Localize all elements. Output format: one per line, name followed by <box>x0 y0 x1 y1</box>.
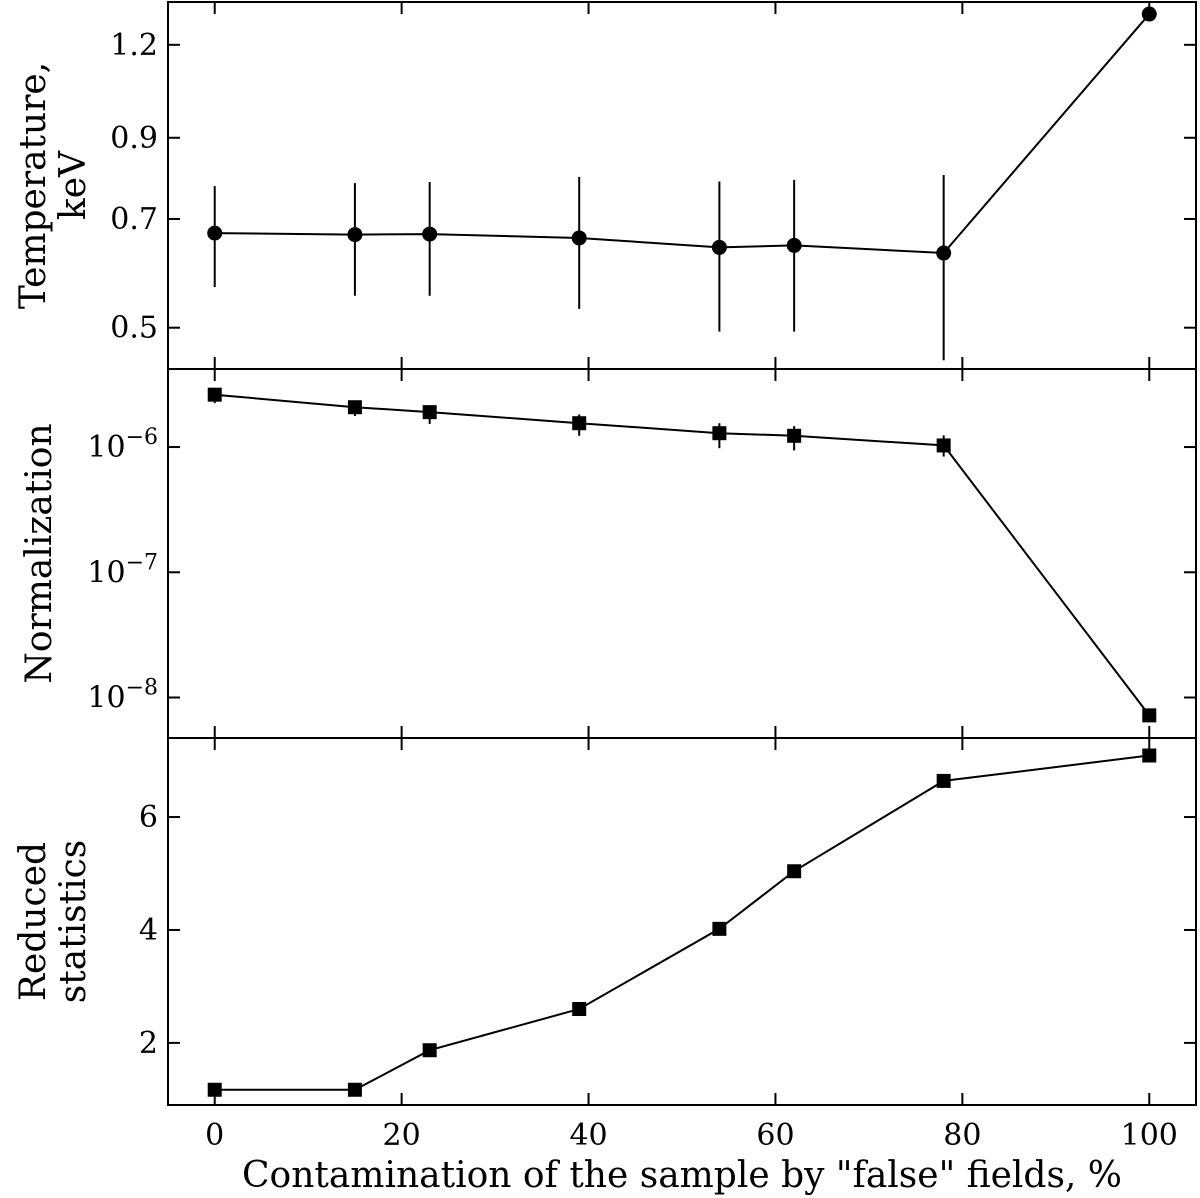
x-tick-label: 0 <box>205 1118 224 1153</box>
data-point <box>1141 6 1157 22</box>
data-point <box>207 1082 222 1097</box>
series-line <box>214 393 1151 717</box>
panel-frame <box>167 1 1197 370</box>
y-tick-label: 1.2 <box>110 28 158 63</box>
y-axis-label: keV <box>53 150 94 220</box>
data-point <box>422 226 438 242</box>
data-point <box>422 405 437 420</box>
y-tick-label: 10−6 <box>87 425 158 465</box>
x-axis-label: Contamination of the sample by "false" f… <box>242 1155 1122 1196</box>
data-point <box>711 239 727 255</box>
data-point <box>207 387 222 402</box>
data-point <box>1142 708 1157 723</box>
y-tick-label: 0.9 <box>110 121 158 156</box>
data-point <box>936 245 952 261</box>
y-tick-label: 0.7 <box>110 202 158 237</box>
data-point <box>572 416 587 431</box>
data-point <box>712 921 727 936</box>
panel-frame <box>167 368 1197 739</box>
y-tick-label: 10−8 <box>87 676 158 716</box>
data-point <box>422 1043 437 1058</box>
data-point <box>571 230 587 246</box>
y-axis-label: Temperature, <box>13 62 54 309</box>
panel-normalization: 10−8 10−7 10−6 Normalization <box>19 368 1197 739</box>
panel-reduced-statistics: 2 4 6 Reduced statistics <box>13 737 1197 1106</box>
data-point <box>1142 748 1157 763</box>
y-tick-label: 10−7 <box>87 550 158 590</box>
y-tick-label: 4 <box>139 913 158 948</box>
y-tick-label: 0.5 <box>110 311 158 346</box>
data-point <box>207 225 223 241</box>
data-point <box>572 1002 587 1017</box>
x-tick-label: 40 <box>569 1118 607 1153</box>
panel-temperature: 0.5 0.7 0.9 1.2 Temperature, keV <box>13 1 1197 370</box>
data-point <box>347 1082 362 1097</box>
data-point <box>787 428 802 443</box>
data-point <box>712 426 727 441</box>
x-tick-label: 80 <box>943 1118 981 1153</box>
y-tick-label: 2 <box>139 1026 158 1061</box>
plot-area: 0.5 0.7 0.9 1.2 Temperature, keV 10−8 10−7 10−6 N… <box>13 1 1197 1196</box>
series-line <box>214 754 1150 1091</box>
x-tick-label: 100 <box>1121 1118 1178 1153</box>
data-point <box>787 864 802 879</box>
data-point <box>936 773 951 788</box>
y-axis-label: statistics <box>53 840 94 1003</box>
series-line <box>214 13 1151 255</box>
y-axis-label: Normalization <box>19 423 60 683</box>
data-point <box>347 227 363 243</box>
y-tick-label: 6 <box>139 800 158 835</box>
panel-frame <box>167 737 1197 1106</box>
x-tick-label: 20 <box>383 1118 421 1153</box>
data-point <box>347 400 362 415</box>
x-tick-label: 60 <box>756 1118 794 1153</box>
data-point <box>936 438 951 453</box>
y-axis-label: Reduced <box>13 842 54 1001</box>
data-point <box>786 237 802 253</box>
